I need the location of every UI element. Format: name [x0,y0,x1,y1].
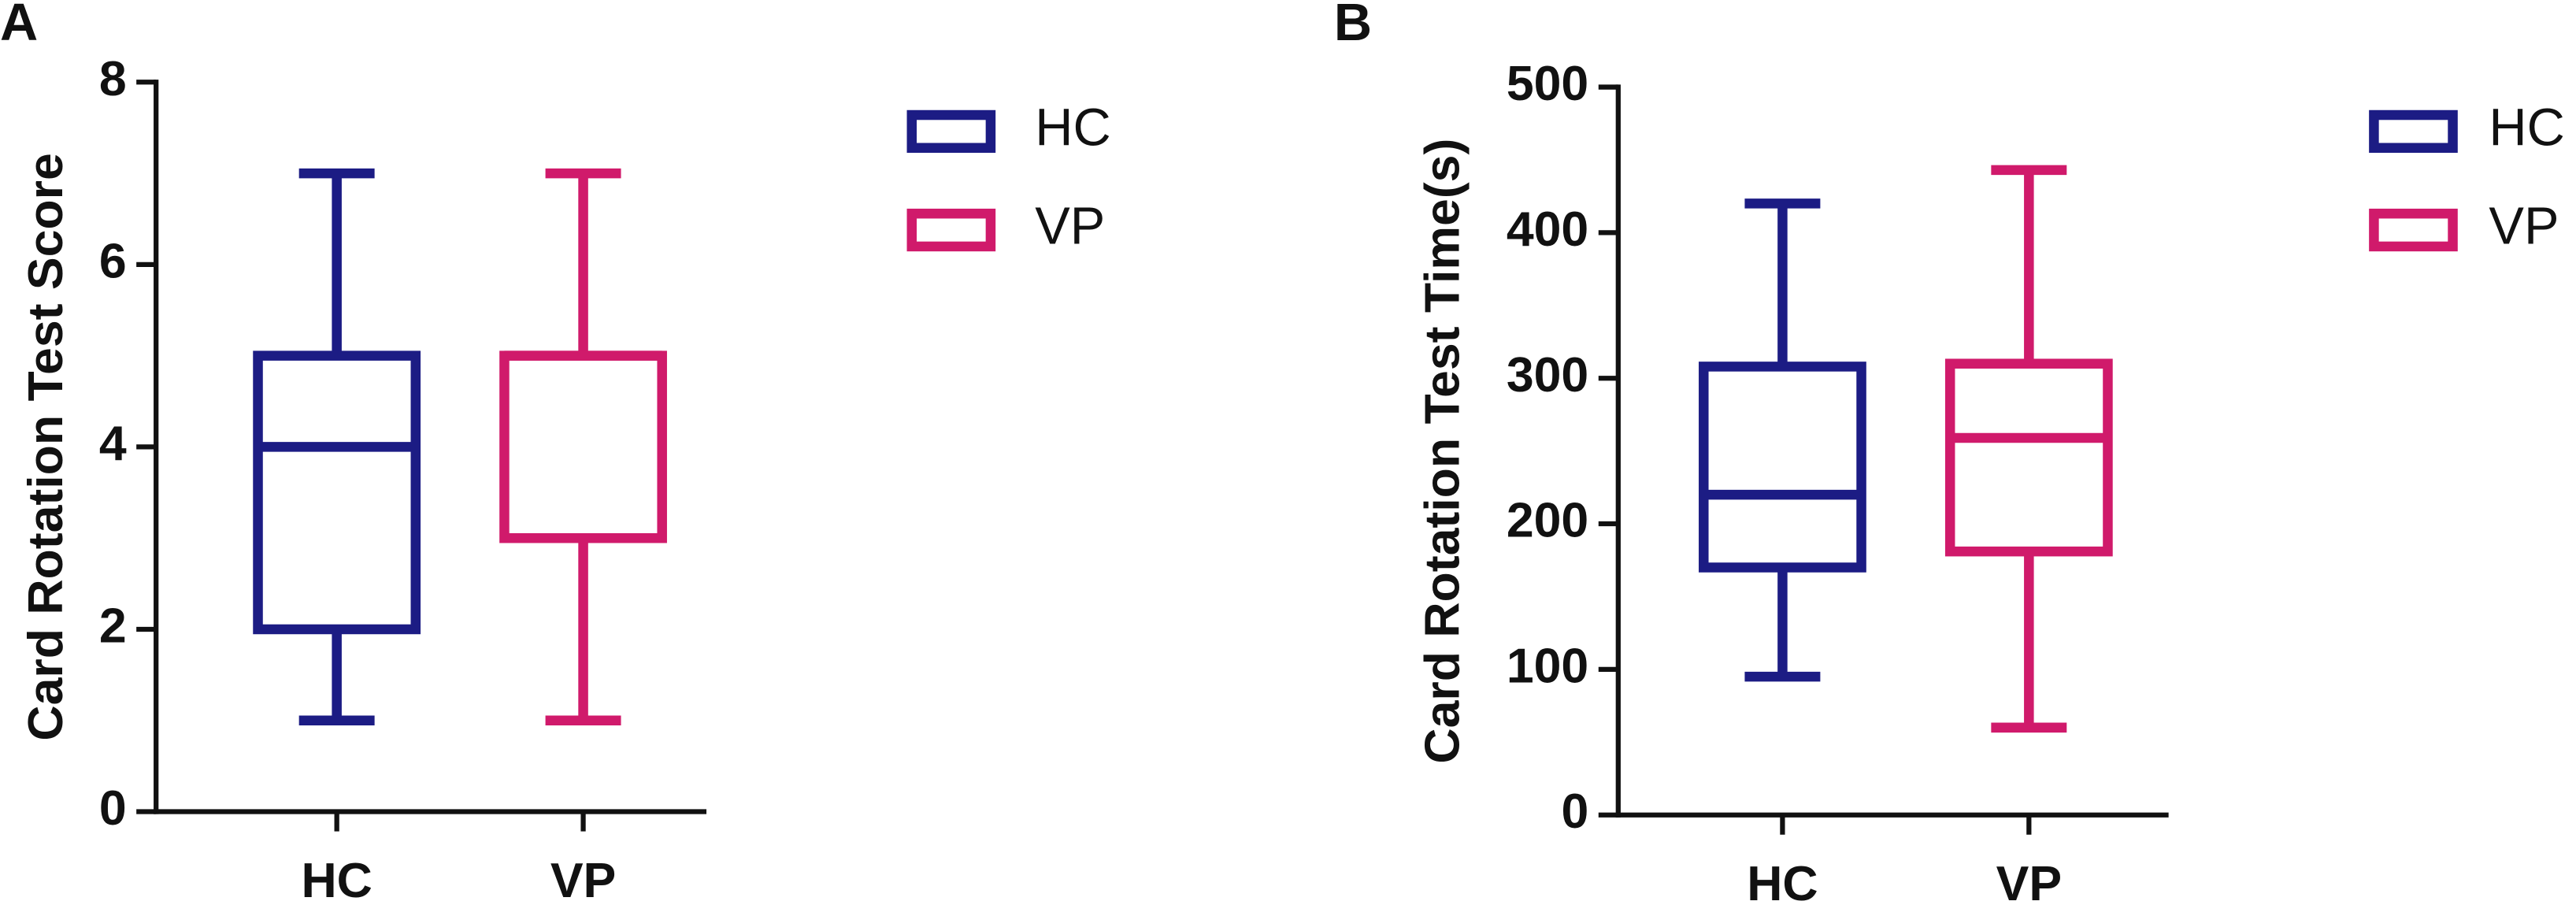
y-tick-label: 2 [99,599,127,654]
y-tick-label: 0 [1561,784,1588,839]
x-tick-label: VP [550,853,616,908]
y-tick-label: 200 [1507,493,1588,548]
legend-label: VP [1035,198,1105,256]
legend-label: VP [2489,198,2559,256]
legend-swatch [906,208,996,252]
x-tick-label: HC [301,853,372,908]
y-axis-label: Card Rotation Test Score [18,153,73,740]
y-tick-label: 300 [1507,347,1588,402]
panel-label: B [1334,0,1372,52]
box [1699,362,1866,573]
legend-label: HC [1035,99,1110,158]
legend-swatch [2369,208,2458,252]
box [1944,358,2113,557]
x-tick-label: VP [1996,856,2062,911]
box [499,350,667,543]
y-tick-label: 400 [1507,202,1588,257]
legend-swatch [906,109,996,154]
legend-label: HC [2489,99,2564,158]
y-tick-label: 6 [99,233,127,288]
x-tick-label: HC [1747,856,1818,911]
y-tick-label: 4 [99,416,127,471]
legend-swatch [2369,109,2458,154]
panel-label: A [0,0,38,52]
box [253,350,421,635]
y-tick-label: 500 [1507,56,1588,111]
y-tick-label: 100 [1507,638,1588,693]
y-tick-label: 8 [99,51,127,106]
y-tick-label: 0 [99,781,127,836]
y-axis-label: Card Rotation Test Time(s) [1414,139,1470,764]
